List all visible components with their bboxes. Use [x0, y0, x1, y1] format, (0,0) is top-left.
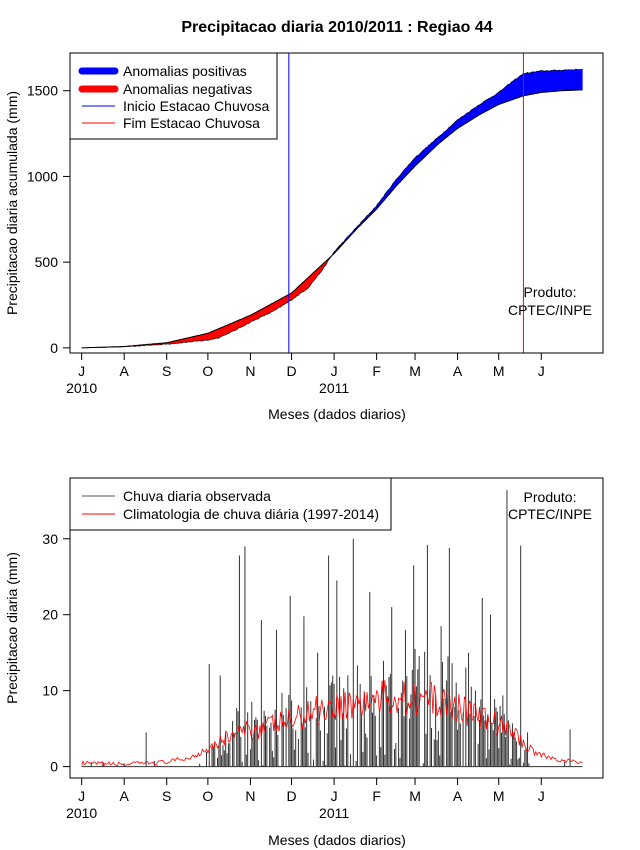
bottom-x-tick-label: N	[245, 788, 255, 804]
legend-label-observed: Chuva diaria observada	[123, 488, 271, 504]
bottom-x-tick-label: A	[120, 788, 130, 804]
bottom-annotation-line2: CPTEC/INPE	[508, 506, 592, 522]
top-x-tick-label: J	[331, 363, 338, 379]
bottom-y-tick-label: 30	[42, 531, 58, 547]
bottom-year-label: 2010	[66, 805, 97, 821]
top-x-tick-label: O	[202, 363, 213, 379]
top-x-tick-label: A	[120, 363, 130, 379]
top-x-tick-label: A	[453, 363, 463, 379]
top-x-tick-label: J	[78, 363, 85, 379]
legend-label-positive: Anomalias positivas	[123, 63, 247, 79]
observed-cumulative-line	[81, 68, 583, 349]
top-x-tick-label: J	[538, 363, 545, 379]
bottom-y-tick-label: 20	[42, 607, 58, 623]
top-x-tick-label: M	[409, 363, 421, 379]
top-y-tick-label: 0	[50, 340, 58, 356]
legend-label-season-start: Inicio Estacao Chuvosa	[123, 98, 270, 114]
bottom-x-tick-label: O	[202, 788, 213, 804]
top-legend: Anomalias positivas Anomalias negativas …	[69, 52, 278, 140]
top-x-tick-label: D	[287, 363, 297, 379]
legend-label-negative: Anomalias negativas	[123, 81, 252, 97]
bottom-x-tick-label: J	[78, 788, 85, 804]
bottom-x-tick-label: J	[331, 788, 338, 804]
bottom-annotation-line1: Produto:	[524, 489, 577, 505]
bottom-legend: Chuva diaria observada Climatologia de c…	[69, 477, 392, 531]
top-y-axis-label: Precipitacao diaria acumulada (mm)	[4, 91, 20, 315]
anomaly-negative-area	[83, 255, 332, 349]
top-year-label: 2010	[66, 380, 97, 396]
bottom-y-tick-label: 10	[42, 683, 58, 699]
bottom-x-tick-label: M	[409, 788, 421, 804]
top-annotation-line2: CPTEC/INPE	[508, 302, 592, 318]
top-x-tick-label: M	[493, 363, 505, 379]
top-y-tick-label: 1000	[27, 168, 58, 184]
bottom-legend-box	[69, 477, 392, 531]
bottom-year-label: 2011	[319, 805, 349, 821]
bottom-y-tick-label: 0	[50, 759, 58, 775]
bottom-x-tick-label: S	[162, 788, 171, 804]
bottom-x-axis-label: Meses (dados diarios)	[268, 832, 406, 848]
bottom-x-tick-label: F	[372, 788, 381, 804]
top-y-tick-label: 500	[35, 254, 59, 270]
bottom-x-tick-label: M	[493, 788, 505, 804]
bottom-chart-marks	[81, 490, 583, 768]
top-x-tick-label: S	[162, 363, 171, 379]
top-x-tick-label: F	[372, 363, 381, 379]
bottom-y-axis-label: Precipitacao diaria (mm)	[4, 552, 20, 704]
top-y-tick-label: 1500	[27, 83, 58, 99]
top-annotation-line1: Produto:	[524, 284, 577, 300]
top-x-axis-label: Meses (dados diarios)	[268, 406, 406, 422]
top-year-label: 2011	[319, 380, 349, 396]
bottom-x-tick-label: A	[453, 788, 463, 804]
bottom-x-tick-label: J	[538, 788, 545, 804]
top-legend-box	[69, 52, 278, 140]
climatology-daily-line	[81, 679, 583, 768]
bottom-x-tick-label: D	[287, 788, 297, 804]
top-chart-marks	[81, 53, 583, 353]
legend-label-climatology: Climatologia de chuva diária (1997-2014)	[123, 506, 379, 522]
legend-label-season-end: Fim Estacao Chuvosa	[123, 115, 260, 131]
chart-title: Precipitacao diaria 2010/2011 : Regiao 4…	[181, 19, 492, 36]
top-x-tick-label: N	[245, 363, 255, 379]
anomaly-positive-area	[332, 68, 583, 256]
